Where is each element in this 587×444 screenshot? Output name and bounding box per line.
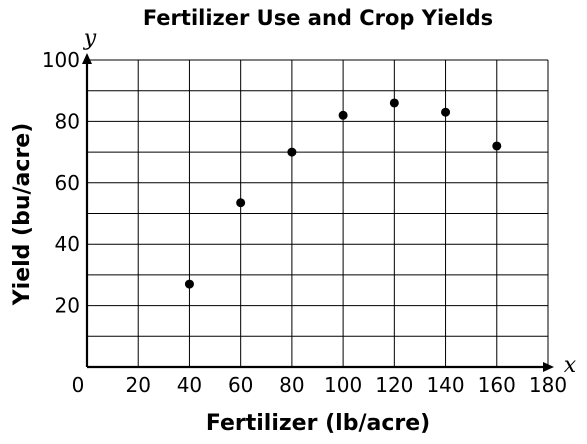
x-tick-label: 20 [125,373,150,397]
x-tick-label: 80 [279,373,304,397]
y-tick-label: 40 [55,232,80,256]
x-tick-label: 100 [324,373,362,397]
x-tick-label: 40 [177,373,202,397]
x-axis-arrow [543,362,554,372]
x-tick-label: 120 [375,373,413,397]
y-tick-label: 60 [55,171,80,195]
data-point [338,110,348,120]
data-point [287,147,297,157]
x-tick-label: 0 [72,373,85,397]
y-tick-label: 20 [55,294,80,318]
y-axis-arrow [82,53,92,64]
x-tick-label: 180 [529,373,567,397]
data-point [441,107,451,117]
x-tick-label: 140 [426,373,464,397]
chart-title: Fertilizer Use and Crop Yields [143,6,493,30]
y-variable-label: y [83,26,97,51]
data-point [236,198,246,208]
y-tick-label: 80 [55,109,80,133]
x-tick-labels: 0 20 40 60 80 100 120 140 160 180 [72,373,567,397]
x-tick-label: 160 [478,373,516,397]
data-point [184,279,194,289]
data-point [492,141,502,151]
x-tick-label: 60 [228,373,253,397]
data-points [184,98,502,289]
x-variable-label: x [564,353,577,378]
x-axis-label: Fertilizer (lb/acre) [206,411,430,436]
y-tick-labels: 20 40 60 80 100 [42,48,80,318]
y-axis-label: Yield (bu/acre) [10,123,35,307]
y-tick-label: 100 [42,48,80,72]
grid-lines [87,59,549,367]
axes [82,53,554,372]
data-point [389,98,399,108]
